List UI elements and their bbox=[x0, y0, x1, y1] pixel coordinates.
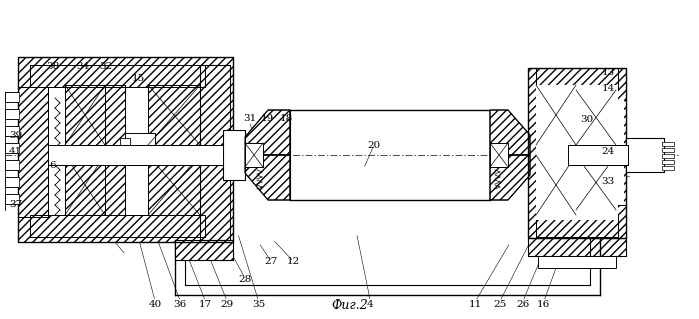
Bar bbox=[576, 90, 616, 145]
Bar bbox=[18, 87, 48, 217]
Text: 12: 12 bbox=[287, 257, 300, 266]
Bar bbox=[662, 166, 674, 170]
Bar bbox=[5, 126, 19, 136]
Bar bbox=[568, 145, 628, 165]
Bar bbox=[536, 155, 576, 215]
Text: 4: 4 bbox=[367, 300, 374, 309]
Bar bbox=[536, 85, 618, 220]
Text: 24: 24 bbox=[602, 147, 614, 156]
Bar bbox=[576, 155, 616, 210]
Bar bbox=[148, 85, 200, 145]
Polygon shape bbox=[245, 110, 290, 155]
Bar bbox=[528, 238, 626, 256]
Bar bbox=[536, 215, 618, 237]
Bar bbox=[65, 155, 105, 215]
Bar bbox=[5, 177, 19, 187]
Bar bbox=[5, 194, 19, 204]
Text: 19: 19 bbox=[261, 114, 274, 122]
Bar bbox=[18, 57, 233, 242]
Text: 20: 20 bbox=[368, 141, 380, 150]
Bar bbox=[105, 85, 125, 215]
Bar bbox=[662, 148, 674, 152]
Bar bbox=[105, 85, 125, 215]
Bar bbox=[18, 57, 233, 242]
Text: 11: 11 bbox=[469, 300, 482, 309]
Text: 35: 35 bbox=[252, 300, 265, 309]
Bar bbox=[576, 90, 616, 145]
Bar bbox=[175, 240, 233, 260]
Bar bbox=[616, 100, 624, 205]
Bar bbox=[662, 142, 674, 146]
Bar bbox=[536, 215, 618, 237]
Bar bbox=[65, 85, 105, 145]
Bar bbox=[536, 85, 576, 145]
Text: 26: 26 bbox=[517, 300, 529, 309]
Polygon shape bbox=[490, 155, 530, 200]
Bar bbox=[148, 85, 200, 145]
Text: 38: 38 bbox=[46, 63, 59, 71]
Bar bbox=[245, 143, 263, 167]
Text: 6: 6 bbox=[49, 161, 56, 170]
Bar bbox=[18, 87, 48, 217]
Bar bbox=[148, 155, 200, 215]
Polygon shape bbox=[245, 155, 290, 200]
Text: 41: 41 bbox=[9, 147, 22, 156]
Text: 13: 13 bbox=[602, 68, 614, 77]
Bar bbox=[65, 155, 105, 215]
Text: 39: 39 bbox=[9, 131, 22, 140]
Text: 29: 29 bbox=[221, 300, 233, 309]
Bar bbox=[616, 100, 626, 205]
Text: 31: 31 bbox=[244, 114, 257, 122]
Bar bbox=[536, 155, 576, 215]
Text: 40: 40 bbox=[149, 300, 161, 309]
Bar bbox=[175, 240, 233, 260]
Text: 16: 16 bbox=[538, 300, 550, 309]
Text: 28: 28 bbox=[238, 275, 251, 284]
Bar bbox=[30, 65, 205, 87]
Bar bbox=[528, 238, 626, 256]
Text: 33: 33 bbox=[602, 177, 614, 186]
Polygon shape bbox=[490, 110, 530, 155]
Bar bbox=[200, 65, 230, 240]
Bar bbox=[576, 155, 616, 210]
Bar bbox=[30, 72, 220, 227]
Bar bbox=[30, 65, 205, 87]
Text: 27: 27 bbox=[265, 257, 278, 266]
Text: 34: 34 bbox=[76, 63, 89, 71]
Text: 18: 18 bbox=[280, 114, 293, 122]
Bar bbox=[616, 100, 626, 205]
Text: 32: 32 bbox=[100, 63, 113, 71]
Text: 30: 30 bbox=[581, 115, 593, 124]
Bar bbox=[65, 85, 105, 145]
Bar bbox=[536, 68, 618, 90]
Text: 25: 25 bbox=[493, 300, 506, 309]
Bar bbox=[148, 155, 200, 215]
Text: 36: 36 bbox=[174, 300, 187, 309]
Bar bbox=[200, 65, 230, 240]
Bar bbox=[536, 68, 618, 90]
Bar bbox=[5, 143, 19, 153]
Bar bbox=[538, 256, 616, 268]
Bar bbox=[120, 138, 130, 150]
Bar bbox=[536, 85, 576, 145]
Bar bbox=[48, 145, 223, 165]
Bar bbox=[30, 215, 205, 237]
Text: Фиг.2: Фиг.2 bbox=[331, 299, 368, 312]
Bar bbox=[528, 68, 626, 238]
Bar bbox=[626, 138, 664, 172]
Text: 14: 14 bbox=[602, 84, 614, 93]
Bar bbox=[30, 215, 205, 237]
Text: 15: 15 bbox=[132, 74, 145, 83]
Text: 37: 37 bbox=[9, 200, 22, 209]
Bar bbox=[490, 143, 508, 167]
Bar bbox=[223, 130, 245, 180]
Bar bbox=[5, 109, 19, 119]
Bar bbox=[528, 68, 626, 238]
Bar bbox=[5, 160, 19, 170]
Text: 17: 17 bbox=[199, 300, 212, 309]
Bar bbox=[662, 154, 674, 158]
Bar bbox=[662, 160, 674, 164]
Bar bbox=[125, 133, 155, 155]
Bar bbox=[5, 92, 19, 102]
